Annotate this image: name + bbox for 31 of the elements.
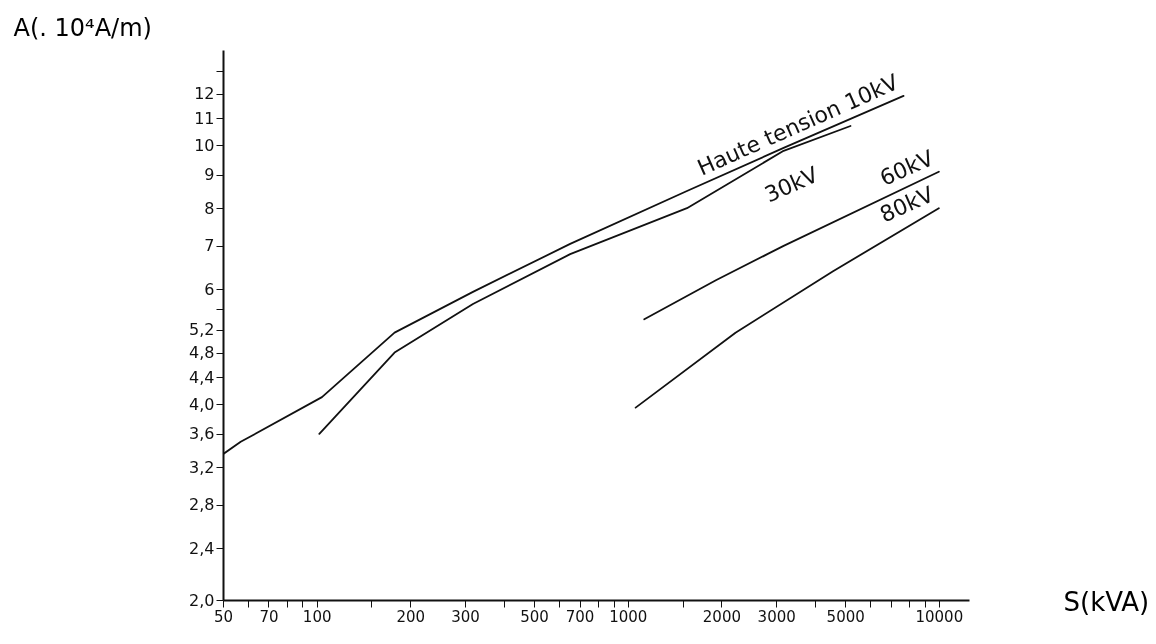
y-tick-label: 8 bbox=[204, 198, 215, 218]
x-tick-label: 2000 bbox=[702, 607, 741, 626]
y-tick-label: 10 bbox=[194, 135, 215, 155]
y-tick-label: 3,2 bbox=[189, 457, 215, 477]
x-tick-label: 1000 bbox=[609, 607, 648, 626]
y-axis-title: A(. 10⁴A/m) bbox=[13, 13, 152, 42]
x-tick-label: 300 bbox=[451, 607, 480, 626]
y-tick-label: 4,8 bbox=[189, 343, 215, 363]
y-tick-label: 11 bbox=[194, 108, 215, 128]
y-tick-label: 7 bbox=[204, 236, 215, 256]
x-tick-label: 500 bbox=[520, 607, 549, 626]
x-tick-label: 50 bbox=[213, 607, 234, 626]
x-axis-title: S(kVA) bbox=[1063, 586, 1150, 617]
y-tick-label: 4,4 bbox=[189, 367, 215, 387]
x-tick-label: 10000 bbox=[915, 607, 964, 626]
x-tick-label: 100 bbox=[302, 607, 332, 626]
y-tick-label: 9 bbox=[204, 165, 215, 185]
y-tick-label: 2,8 bbox=[189, 495, 215, 515]
y-tick-label: 6 bbox=[204, 279, 215, 299]
y-tick-label: 2,0 bbox=[189, 590, 215, 610]
y-tick-label: 4,0 bbox=[189, 394, 215, 414]
text: 30kV bbox=[760, 161, 822, 208]
x-tick-label: 200 bbox=[396, 607, 426, 626]
y-tick-label: 5,2 bbox=[189, 320, 215, 340]
y-tick-label: 3,6 bbox=[189, 424, 215, 444]
x-tick-label: 3000 bbox=[757, 607, 796, 626]
x-tick-label: 5000 bbox=[826, 607, 865, 626]
x-tick-label: 700 bbox=[565, 607, 595, 626]
y-tick-label: 12 bbox=[194, 84, 215, 104]
y-tick-label: 2,4 bbox=[189, 538, 215, 558]
x-tick-label: 70 bbox=[259, 607, 279, 626]
